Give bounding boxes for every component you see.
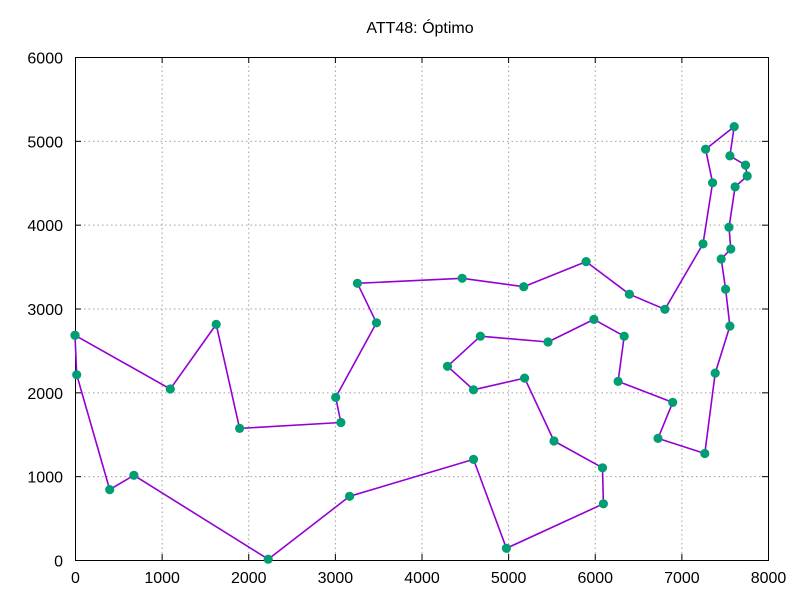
city-point — [72, 370, 82, 380]
city-point — [698, 239, 708, 249]
y-tick-label: 5000 — [27, 134, 63, 151]
x-tick-label: 6000 — [577, 570, 613, 587]
y-tick-label: 6000 — [27, 51, 63, 68]
city-point — [700, 448, 710, 459]
city-point — [105, 485, 115, 495]
city-point — [725, 321, 735, 331]
city-point — [345, 491, 355, 501]
city-point — [589, 314, 599, 324]
chart-title: ATT48: Óptimo — [366, 18, 473, 37]
city-point — [520, 373, 530, 383]
city-point — [708, 178, 718, 188]
x-tick-label: 4000 — [404, 570, 440, 587]
city-point — [581, 257, 591, 267]
city-point — [263, 554, 273, 564]
x-tick-label: 2000 — [231, 570, 267, 587]
axis-tick-labels: 0 1000 2000 3000 4000 5000 6000 7000 8000 0 1000 20… — [27, 51, 786, 588]
city-point — [549, 436, 559, 446]
city-point — [624, 289, 635, 299]
city-point — [668, 397, 678, 407]
city-point — [352, 278, 362, 288]
city-point — [742, 171, 752, 181]
city-point — [331, 392, 341, 402]
axis-ticks — [75, 57, 769, 561]
city-point — [613, 376, 623, 386]
city-point — [457, 273, 467, 283]
city-point — [70, 330, 80, 340]
city-point — [165, 384, 175, 394]
city-point — [724, 222, 734, 232]
city-point — [598, 499, 609, 509]
city-point — [740, 160, 751, 170]
city-markers — [70, 122, 752, 564]
y-tick-label: 2000 — [27, 386, 63, 403]
city-point — [371, 318, 382, 328]
city-point — [730, 182, 740, 192]
city-point — [235, 423, 245, 433]
x-tick-label: 3000 — [318, 570, 354, 587]
grid — [75, 57, 768, 560]
x-tick-label: 0 — [71, 570, 80, 587]
city-point — [336, 417, 346, 428]
city-point — [653, 433, 663, 443]
city-point — [597, 463, 608, 473]
x-tick-label: 7000 — [664, 570, 700, 587]
city-point — [725, 151, 735, 161]
city-point — [726, 244, 736, 254]
y-tick-label: 4000 — [27, 218, 63, 235]
city-point — [468, 385, 479, 395]
city-point — [468, 454, 479, 464]
city-point — [543, 337, 553, 347]
city-point — [211, 319, 221, 329]
city-point — [442, 361, 453, 371]
y-tick-label: 3000 — [27, 302, 63, 319]
city-point — [721, 284, 731, 294]
city-point — [619, 331, 629, 341]
y-tick-label: 0 — [54, 554, 63, 571]
x-tick-label: 1000 — [144, 570, 180, 587]
city-point — [729, 122, 739, 132]
city-point — [710, 368, 720, 378]
city-point — [129, 470, 139, 480]
y-tick-label: 1000 — [27, 470, 63, 487]
city-point — [519, 282, 529, 292]
city-point — [716, 254, 726, 264]
city-point — [501, 543, 511, 553]
city-point — [475, 331, 485, 341]
city-point — [660, 304, 670, 314]
city-point — [701, 144, 711, 154]
x-tick-label: 5000 — [491, 570, 527, 587]
x-tick-label: 8000 — [751, 570, 787, 587]
